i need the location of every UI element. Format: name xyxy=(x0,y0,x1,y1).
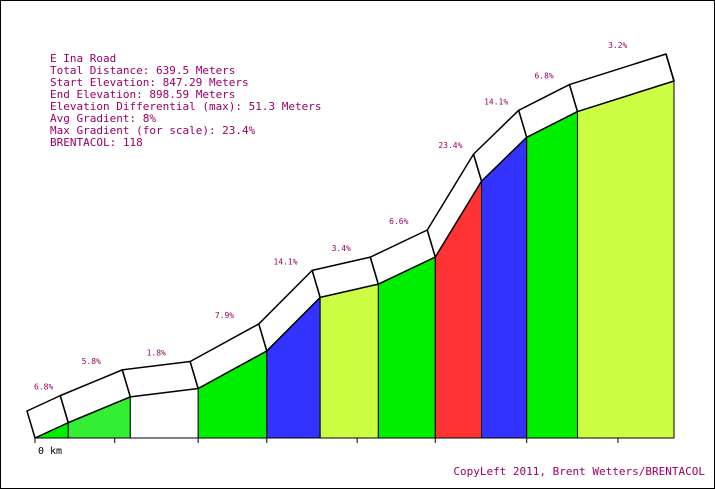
end-elevation: End Elevation: 898.59 Meters xyxy=(50,88,235,101)
start-elevation: Start Elevation: 847.29 Meters xyxy=(50,76,249,89)
road-surface-end-edge xyxy=(665,53,675,82)
gradient-label-6: 3.4% xyxy=(332,244,351,253)
copyright-text: CopyLeft 2011, Brent Wetters/BRENTACOL xyxy=(453,465,705,478)
elevation-differential: Elevation Differential (max): 51.3 Meter… xyxy=(50,100,322,113)
gradient-band-10 xyxy=(526,110,578,439)
gradient-band-7 xyxy=(377,256,436,439)
avg-gradient: Avg Gradient: 8% xyxy=(50,112,156,125)
x-axis-start-label: 0 km xyxy=(38,446,62,457)
gradient-band-9 xyxy=(481,136,528,439)
gradient-label-9: 14.1% xyxy=(484,97,508,106)
gradient-label-5: 14.1% xyxy=(273,257,297,266)
gradient-band-6 xyxy=(319,283,379,439)
max-gradient: Max Gradient (for scale): 23.4% xyxy=(50,124,256,137)
gradient-label-4: 7.9% xyxy=(215,311,234,320)
road-name: E Ina Road xyxy=(50,52,116,65)
info-block: E Ina Road Total Distance: 639.5 Meters … xyxy=(50,52,322,149)
brentacol-score: BRENTACOL: 118 xyxy=(50,136,143,149)
gradient-label-8: 23.4% xyxy=(438,141,462,150)
gradient-label-10: 6.8% xyxy=(534,72,553,81)
gradient-label-11: 3.2% xyxy=(608,41,627,50)
total-distance: Total Distance: 639.5 Meters xyxy=(50,64,235,77)
gradient-label-1: 6.8% xyxy=(34,383,53,392)
gradient-label-3: 1.8% xyxy=(147,349,166,358)
gradient-label-2: 5.8% xyxy=(82,357,101,366)
gradient-band-11 xyxy=(576,80,675,439)
gradient-label-7: 6.6% xyxy=(389,217,408,226)
